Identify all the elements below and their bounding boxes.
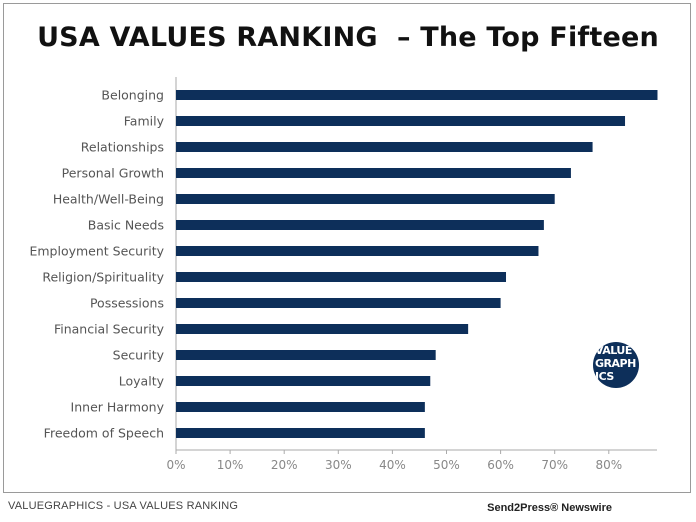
bar-religion-spirituality (176, 272, 507, 282)
x-tick-label: 50% (433, 458, 460, 472)
logo-line-3: ICS (595, 370, 614, 383)
bar-family (176, 116, 626, 126)
bar-health-well-being (176, 194, 555, 204)
category-label: Basic Needs (88, 218, 164, 233)
category-label: Financial Security (54, 322, 165, 337)
category-label: Religion/Spirituality (42, 270, 164, 285)
logo-line-2: GRAPH (595, 357, 636, 370)
x-tick-label: 20% (271, 458, 298, 472)
x-tick-label: 40% (379, 458, 406, 472)
bar-loyalty (176, 376, 431, 386)
bar-relationships (176, 142, 593, 152)
newswire-credit: Send2Press® Newswire (487, 502, 612, 514)
x-tick-label: 70% (541, 458, 568, 472)
category-label: Belonging (101, 88, 164, 103)
category-label: Health/Well-Being (53, 192, 164, 207)
bar-employment-security (176, 246, 539, 256)
bar-belonging (176, 90, 658, 100)
category-label: Freedom of Speech (44, 426, 164, 441)
bar-security (176, 350, 436, 360)
bar-personal-growth (176, 168, 571, 178)
category-label: Employment Security (29, 244, 164, 259)
x-tick-label: 80% (595, 458, 622, 472)
category-label: Family (124, 114, 165, 129)
x-tick-label: 10% (217, 458, 244, 472)
category-label: Inner Harmony (71, 400, 165, 415)
x-tick-label: 30% (325, 458, 352, 472)
bar-possessions (176, 298, 501, 308)
category-label: Loyalty (119, 374, 165, 389)
category-label: Personal Growth (62, 166, 164, 181)
valuegraphics-logo: VALUE GRAPH ICS (593, 342, 639, 388)
logo-line-1: VALUE (595, 344, 632, 357)
chart-title: USA VALUES RANKING – The Top Fifteen (37, 22, 659, 53)
bar-financial-security (176, 324, 469, 334)
category-label: Relationships (81, 140, 164, 155)
bar-freedom-of-speech (176, 428, 425, 438)
x-tick-label: 60% (487, 458, 514, 472)
category-label: Security (113, 348, 165, 363)
bar-inner-harmony (176, 402, 425, 412)
x-tick-label: 0% (166, 458, 185, 472)
footer-caption: VALUEGRAPHICS - USA VALUES RANKING (8, 500, 239, 512)
bar-basic-needs (176, 220, 544, 230)
category-label: Possessions (90, 296, 164, 311)
